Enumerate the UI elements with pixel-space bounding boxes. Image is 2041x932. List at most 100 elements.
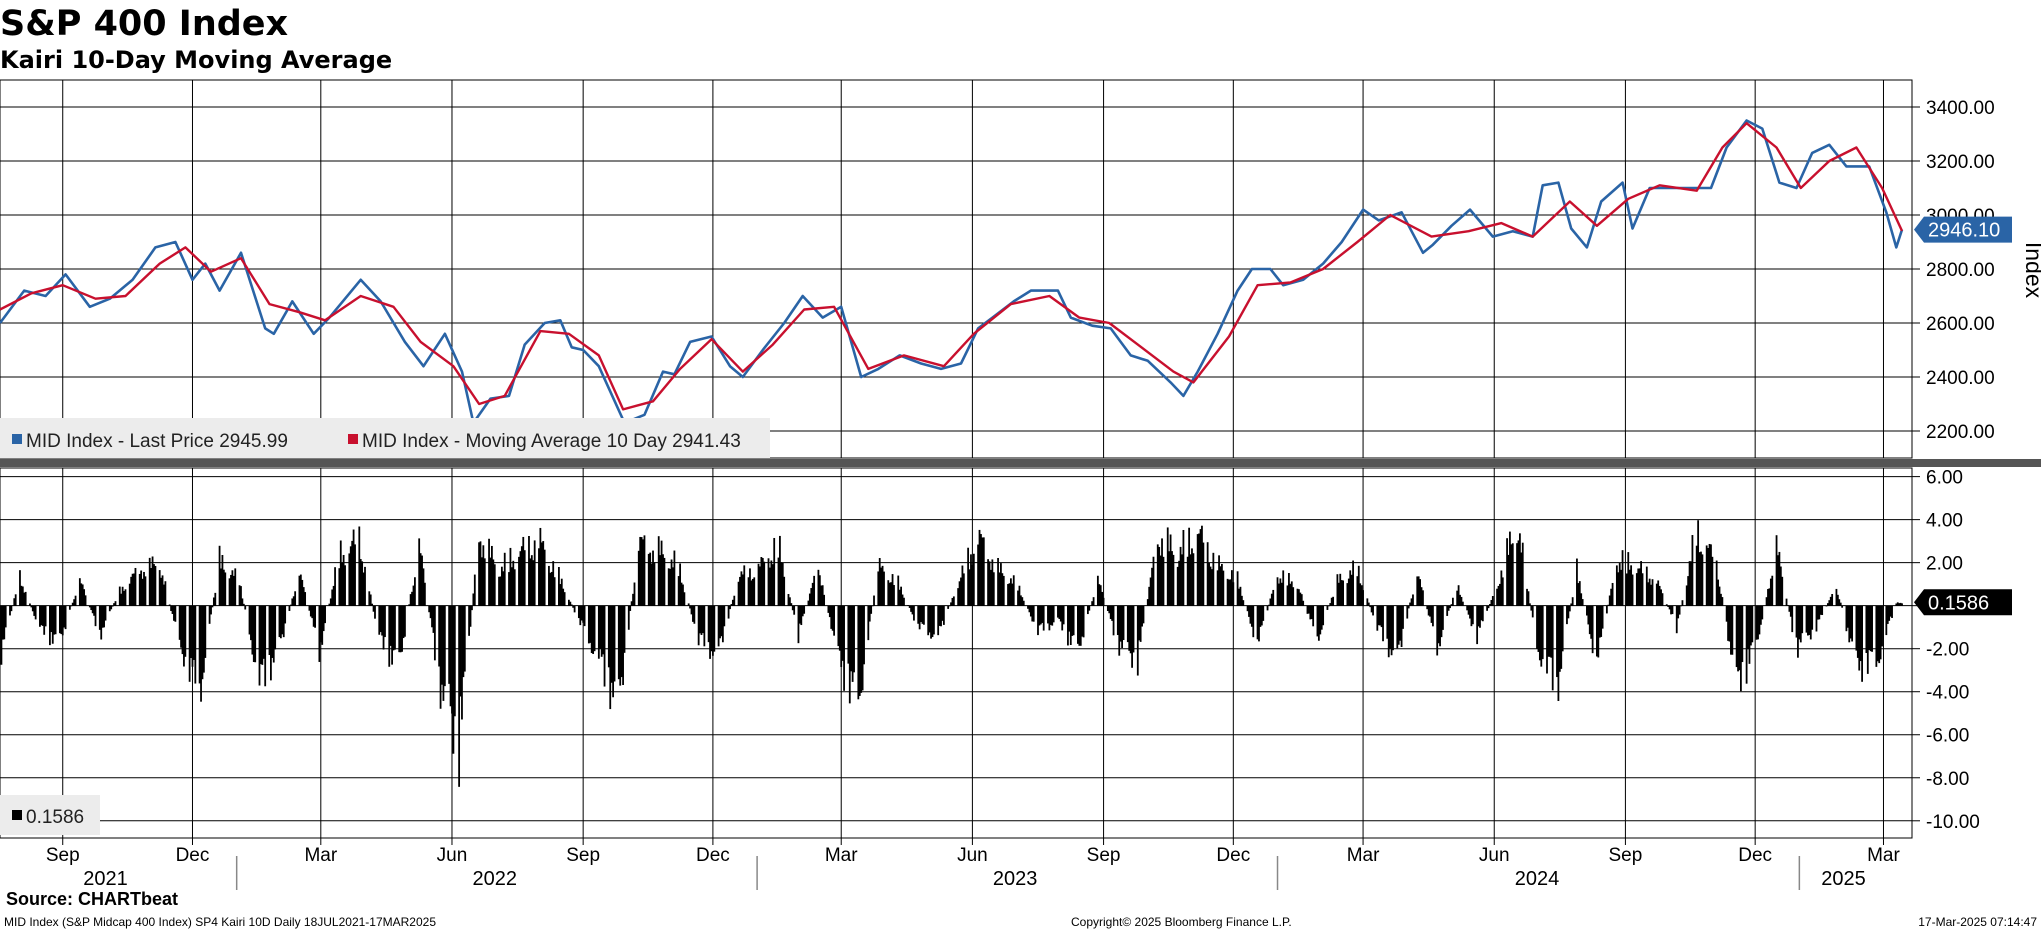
kairi-bar (1866, 605, 1869, 674)
kairi-bar (391, 605, 393, 665)
kairi-bar (798, 605, 801, 624)
price-tick-label: 2800.00 (1926, 260, 1995, 281)
kairi-bar (1768, 588, 1771, 606)
kairi-bar (448, 605, 451, 684)
kairi-bar (1548, 605, 1551, 657)
kairi-bar (100, 605, 103, 640)
kairi-bar (898, 589, 901, 606)
kairi-bar (1367, 602, 1370, 606)
kairi-bar (1230, 570, 1233, 606)
kairi-bar (1249, 605, 1252, 624)
kairi-bar (1881, 605, 1883, 647)
kairi-bar (1242, 600, 1245, 606)
kairi-bar (947, 605, 950, 609)
kairi-bar (1169, 534, 1172, 606)
kairi-bar (1298, 589, 1300, 606)
kairi-bar (737, 581, 740, 606)
kairi-bar (14, 594, 17, 606)
kairi-bar (1386, 605, 1389, 639)
kairi-bar (542, 541, 545, 606)
kairi-bar (528, 535, 530, 606)
kairi-bar (562, 588, 565, 606)
kairi-bar (212, 597, 215, 606)
kairi-bar (50, 605, 53, 633)
kairi-bar (244, 605, 247, 610)
kairi-bar (881, 565, 884, 606)
kairi-bar (309, 605, 312, 617)
kairi-bar (643, 535, 646, 606)
kairi-bar (558, 567, 560, 606)
kairi-bar (374, 605, 376, 619)
kairi-bar (88, 605, 91, 608)
kairi-bar (1337, 582, 1340, 606)
kairi-bar (1705, 545, 1708, 606)
kairi-bar (649, 552, 652, 606)
kairi-bar (962, 573, 965, 606)
kairi-bar (331, 589, 334, 606)
price-legend-box (0, 418, 770, 458)
kairi-bar (1151, 567, 1153, 606)
x-year-label: 2024 (1515, 868, 1560, 890)
kairi-bar (1112, 605, 1115, 636)
kairi-bar (657, 536, 660, 606)
kairi-bar (1848, 605, 1851, 643)
kairi-bar (442, 605, 445, 701)
price-axis-title: Index (2021, 242, 2041, 299)
kairi-bar (458, 605, 461, 787)
kairi-bar (911, 605, 914, 615)
kairi-bar (1637, 568, 1640, 606)
kairi-bar (1611, 582, 1614, 606)
kairi-bar (680, 582, 683, 606)
kairi-bar (1216, 570, 1219, 606)
kairi-bar (1561, 605, 1564, 652)
kairi-bar (161, 575, 164, 606)
kairi-bar (1876, 605, 1879, 662)
kairi-bar (1747, 605, 1749, 650)
kairi-bar (1691, 535, 1694, 606)
kairi-bar (338, 568, 341, 606)
kairi-bar (1449, 605, 1451, 609)
kairi-bar (378, 605, 381, 635)
kairi-bar (1520, 552, 1523, 606)
kairi-bar (1037, 605, 1039, 636)
kairi-bar (700, 605, 703, 635)
kairi-bar (1578, 581, 1581, 606)
kairi-bar (9, 605, 11, 616)
kairi-bar (1785, 598, 1788, 606)
kairi-bar (552, 561, 555, 606)
kairi-bar (488, 538, 490, 606)
kairi-bar (1891, 605, 1893, 618)
kairi-bar (1357, 565, 1360, 606)
kairi-bar (294, 591, 297, 606)
kairi-bar (279, 605, 282, 639)
kairi-bar (1039, 605, 1042, 625)
kairi-bar (627, 605, 630, 630)
kairi-bar (73, 599, 76, 606)
kairi-bar (1500, 570, 1503, 606)
kairi-bar (1282, 570, 1285, 606)
kairi-tick-label: -10.00 (1926, 812, 1980, 833)
kairi-bar (1795, 605, 1798, 638)
kairi-bar (820, 585, 823, 606)
kairi-bar (1149, 577, 1152, 606)
kairi-bar (321, 605, 324, 645)
kairi-bar (1166, 527, 1169, 606)
kairi-bar (1568, 605, 1571, 612)
kairi-bar (1889, 605, 1892, 617)
kairi-bar (713, 605, 716, 652)
kairi-bar (1781, 576, 1784, 606)
x-tick-label: Sep (1087, 845, 1121, 866)
kairi-bar (1171, 551, 1173, 606)
copyright-text: Copyright© 2025 Bloomberg Finance L.P. (1071, 915, 1292, 929)
kairi-bar (341, 562, 344, 606)
kairi-bar (771, 564, 774, 606)
kairi-bar (1536, 605, 1538, 649)
kairi-bar (394, 605, 396, 650)
kairi-bar (853, 605, 855, 673)
kairi-bar (242, 603, 245, 606)
kairi-bar (398, 605, 401, 653)
kairi-bar (1576, 558, 1578, 606)
kairi-bar (1057, 605, 1059, 618)
kairi-bar (921, 605, 924, 624)
kairi-bar (692, 605, 694, 622)
